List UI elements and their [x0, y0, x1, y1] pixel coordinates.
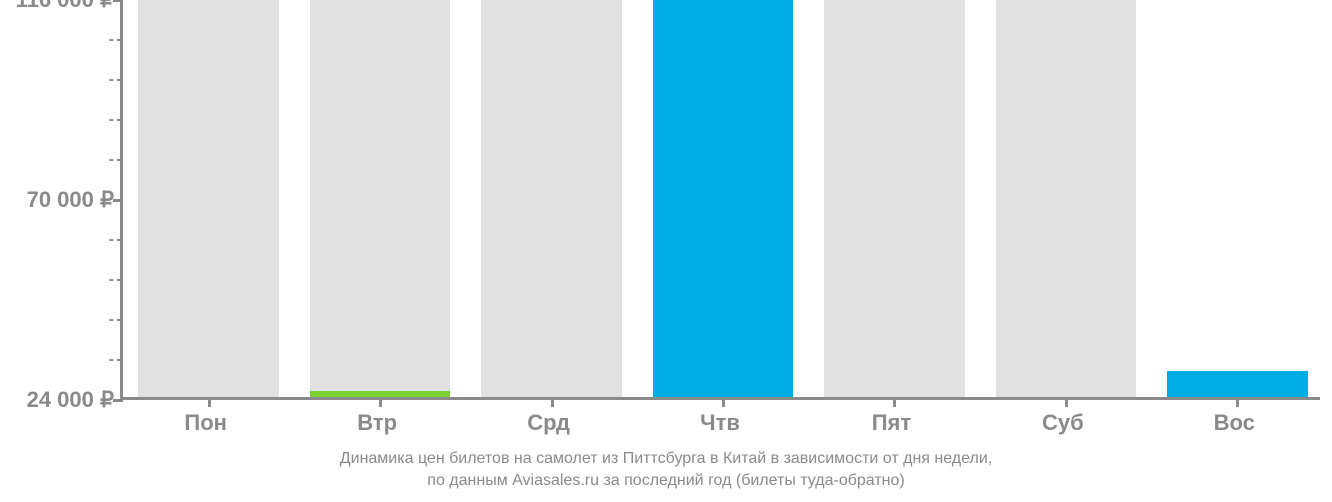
x-axis-tick — [1065, 397, 1068, 407]
y-axis-minor-label: - — [109, 271, 114, 289]
y-axis-major-tick — [113, 0, 123, 2]
caption-line-1: Динамика цен билетов на самолет из Питтс… — [340, 450, 992, 467]
x-axis-label: Чтв — [700, 410, 740, 436]
y-axis-major-tick — [113, 399, 123, 402]
bar — [481, 0, 622, 397]
y-axis-major-label: 116 000 ₽ — [16, 0, 114, 13]
x-axis-label: Вос — [1214, 410, 1255, 436]
bar — [1167, 371, 1308, 397]
y-axis-minor-tick — [117, 359, 123, 361]
x-axis-tick — [893, 397, 896, 407]
x-axis-tick — [1236, 397, 1239, 407]
bar — [824, 0, 965, 397]
x-axis-tick — [722, 397, 725, 407]
y-axis-minor-label: - — [109, 351, 114, 369]
price-by-weekday-chart: 24 000 ₽ 70 000 ₽ 116 000 ₽ - - - - - - - - Пон Втр… — [0, 0, 1332, 502]
y-axis-minor-tick — [117, 119, 123, 121]
bar — [310, 0, 451, 397]
y-axis-minor-label: - — [109, 71, 114, 89]
y-axis-minor-tick — [117, 79, 123, 81]
y-axis-minor-label: - — [109, 311, 114, 329]
x-axis-label: Пят — [872, 410, 911, 436]
x-axis-label: Суб — [1042, 410, 1084, 436]
y-axis-minor-tick — [117, 239, 123, 241]
y-axis-major-label: 70 000 ₽ — [27, 187, 114, 213]
y-axis-minor-tick — [117, 319, 123, 321]
bar — [996, 0, 1137, 397]
y-axis-minor-label: - — [109, 31, 114, 49]
x-axis-tick — [551, 397, 554, 407]
x-axis-label: Втр — [357, 410, 397, 436]
y-axis-minor-tick — [117, 279, 123, 281]
bar — [653, 0, 794, 397]
y-axis-minor-label: - — [109, 231, 114, 249]
y-axis-minor-label: - — [109, 111, 114, 129]
chart-caption: Динамика цен билетов на самолет из Питтс… — [0, 448, 1332, 493]
x-axis-tick — [208, 397, 211, 407]
x-axis-tick — [379, 397, 382, 407]
plot-area — [120, 0, 1320, 400]
y-axis-major-tick — [113, 199, 123, 202]
y-axis: 24 000 ₽70 000 ₽116 000 ₽-------- — [0, 0, 120, 400]
y-axis-minor-tick — [117, 159, 123, 161]
bar — [138, 0, 279, 397]
x-axis-label: Пон — [184, 410, 227, 436]
y-axis-major-label: 24 000 ₽ — [27, 387, 114, 413]
x-axis-label: Срд — [527, 410, 570, 436]
caption-line-2: по данным Aviasales.ru за последний год … — [427, 472, 904, 489]
y-axis-minor-tick — [117, 39, 123, 41]
y-axis-minor-label: - — [109, 151, 114, 169]
